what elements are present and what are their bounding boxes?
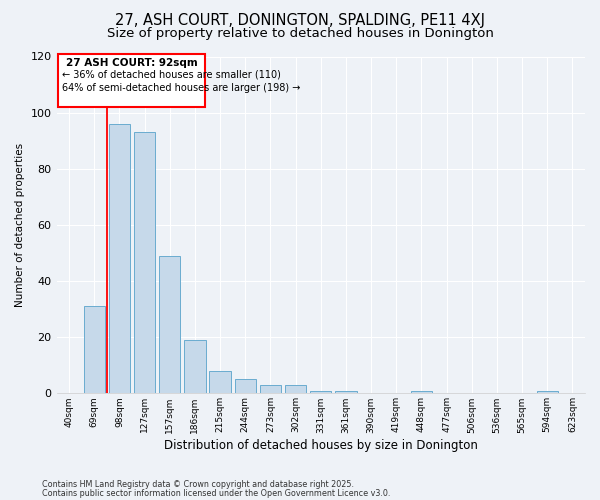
Bar <box>134 132 155 394</box>
Bar <box>109 124 130 394</box>
Bar <box>536 390 558 394</box>
Text: 27 ASH COURT: 92sqm: 27 ASH COURT: 92sqm <box>65 58 197 68</box>
Text: 64% of semi-detached houses are larger (198) →: 64% of semi-detached houses are larger (… <box>62 83 300 93</box>
Bar <box>310 390 331 394</box>
FancyBboxPatch shape <box>58 54 205 107</box>
Text: Size of property relative to detached houses in Donington: Size of property relative to detached ho… <box>107 28 493 40</box>
Y-axis label: Number of detached properties: Number of detached properties <box>15 143 25 307</box>
Bar <box>235 380 256 394</box>
Bar <box>83 306 105 394</box>
Bar <box>260 385 281 394</box>
Bar <box>335 390 356 394</box>
Text: ← 36% of detached houses are smaller (110): ← 36% of detached houses are smaller (11… <box>62 69 280 79</box>
X-axis label: Distribution of detached houses by size in Donington: Distribution of detached houses by size … <box>164 440 478 452</box>
Text: 27, ASH COURT, DONINGTON, SPALDING, PE11 4XJ: 27, ASH COURT, DONINGTON, SPALDING, PE11… <box>115 12 485 28</box>
Text: Contains public sector information licensed under the Open Government Licence v3: Contains public sector information licen… <box>42 489 391 498</box>
Bar <box>285 385 307 394</box>
Bar <box>184 340 206 394</box>
Text: Contains HM Land Registry data © Crown copyright and database right 2025.: Contains HM Land Registry data © Crown c… <box>42 480 354 489</box>
Bar <box>411 390 432 394</box>
Bar <box>209 371 231 394</box>
Bar <box>159 256 181 394</box>
